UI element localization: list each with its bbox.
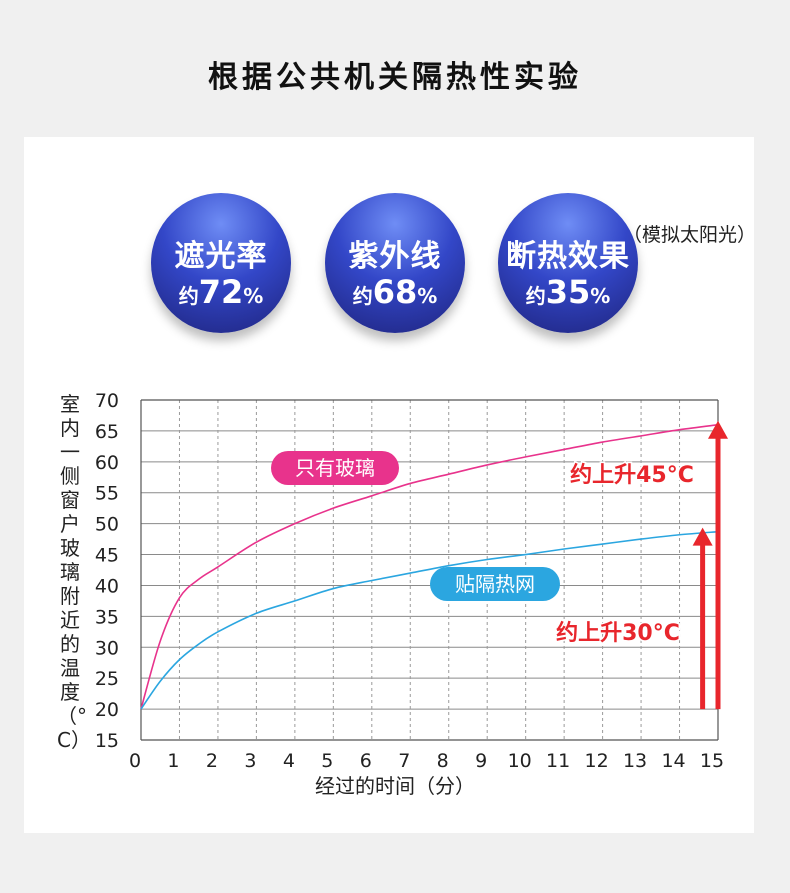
x-tick-label: 10 — [508, 750, 532, 772]
x-tick-label: 6 — [360, 750, 372, 772]
x-tick-label: 0 — [129, 750, 141, 772]
x-tick-label: 4 — [283, 750, 295, 772]
series-label-insulation: 贴隔热网 — [455, 572, 535, 596]
y-tick-label: 50 — [95, 514, 119, 536]
page-title: 根据公共机关隔热性实验 — [208, 60, 582, 95]
stat-bubble-uv: 紫外线 约68% — [325, 193, 465, 333]
x-tick-label: 13 — [623, 750, 647, 772]
y-tick-label: 15 — [95, 730, 119, 752]
x-tick-label: 7 — [398, 750, 410, 772]
y-tick-label: 25 — [95, 668, 119, 690]
x-tick-label: 14 — [661, 750, 685, 772]
x-tick-label: 12 — [585, 750, 609, 772]
y-tick-label: 55 — [95, 483, 119, 505]
series-line-insulation — [140, 530, 719, 710]
x-tick-label: 1 — [167, 750, 179, 772]
series-label-glass-only: 只有玻璃 — [295, 456, 375, 480]
x-tick-label: 15 — [700, 750, 724, 772]
y-tick-label: 30 — [95, 637, 119, 659]
stat-bubble-shading: 遮光率 约72% — [151, 193, 291, 333]
y-tick-label: 70 — [95, 390, 119, 412]
stat-value: 约35% — [525, 273, 611, 311]
simulation-note: （模拟太阳光） — [622, 224, 756, 246]
stat-label: 断热效果 — [506, 239, 630, 274]
x-tick-label: 9 — [475, 750, 487, 772]
y-axis-label: 室内一侧窗户玻璃附近的温度（°C） — [57, 392, 91, 752]
rise-arrow-insulation-head — [692, 527, 713, 546]
series-label-insulation-bg — [430, 567, 560, 601]
stat-value: 约72% — [178, 273, 264, 311]
rise-annotation-45: 约上升45°C — [570, 462, 694, 488]
x-tick-label: 11 — [546, 750, 570, 772]
rise-annotation-30: 约上升30°C — [556, 620, 680, 646]
y-tick-label: 65 — [95, 421, 119, 443]
x-axis-label: 经过的时间（分） — [315, 774, 475, 798]
stat-value: 约68% — [352, 273, 438, 311]
y-tick-label: 60 — [95, 452, 119, 474]
series-label-glass-only-bg — [271, 451, 399, 485]
stat-bubble-insulation: 断热效果 约35% — [498, 193, 638, 333]
stat-label: 遮光率 — [174, 239, 268, 274]
y-tick-label: 40 — [95, 575, 119, 597]
series-line-glass-only — [140, 423, 719, 710]
y-tick-label: 45 — [95, 545, 119, 567]
rise-arrow-glass-only-head — [708, 420, 728, 439]
y-tick-label: 20 — [95, 699, 119, 721]
x-tick-label: 3 — [244, 750, 256, 772]
x-tick-label: 5 — [321, 750, 333, 772]
stat-label: 紫外线 — [348, 239, 442, 274]
y-tick-label: 35 — [95, 606, 119, 628]
x-tick-label: 8 — [437, 750, 449, 772]
x-tick-label: 2 — [206, 750, 218, 772]
